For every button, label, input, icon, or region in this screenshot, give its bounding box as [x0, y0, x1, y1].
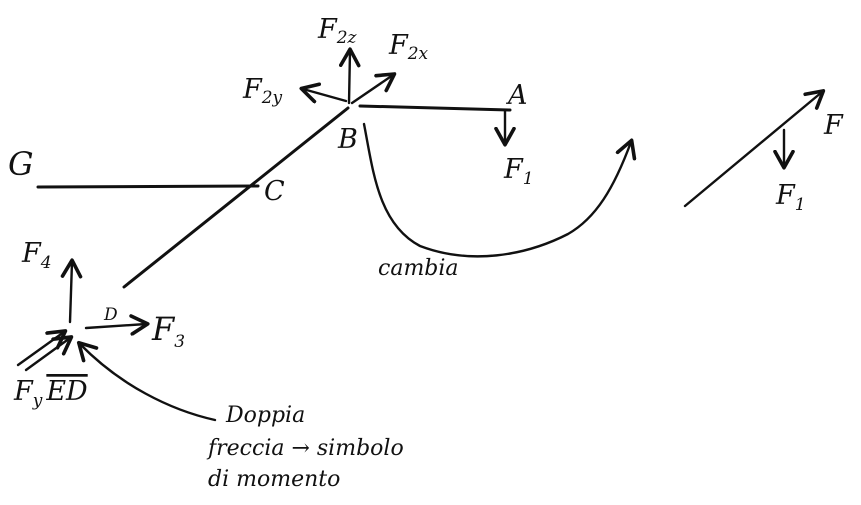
arrow-f-right — [683, 89, 826, 208]
label-f1-a: F1 — [503, 154, 534, 189]
note-line-1: Doppia — [225, 403, 305, 428]
label-f3: F3 — [151, 310, 185, 352]
arrow-fy-ed-2 — [24, 335, 74, 372]
label-f4: F4 — [21, 238, 52, 273]
note-arrow — [76, 340, 217, 422]
cambia-arrow — [362, 122, 637, 258]
label-g: G — [8, 145, 34, 183]
label-cambia: cambia — [378, 256, 459, 281]
arrow-f4 — [60, 258, 83, 324]
label-fy-ed: Fy ED — [13, 376, 88, 411]
label-f2y: F2y — [242, 74, 283, 108]
label-d: D — [103, 305, 118, 325]
arrow-f2z — [338, 47, 361, 105]
note-line-2: freccia → simbolo — [206, 436, 404, 461]
label-b: B — [337, 124, 358, 155]
label-f2x: F2x — [388, 30, 429, 64]
beam-diagonal — [122, 106, 350, 289]
beam-gc — [36, 184, 260, 189]
arrow-f3 — [84, 314, 150, 336]
label-c: C — [264, 176, 285, 207]
note-line-3: di momento — [208, 467, 340, 492]
label-a: A — [505, 80, 528, 111]
label-f2z: F2z — [317, 14, 358, 48]
arrow-f2x — [350, 72, 397, 105]
beam-ba — [358, 104, 512, 112]
label-f1-right: F1 — [775, 180, 806, 215]
arrow-f2y — [299, 82, 348, 104]
label-f-right: F — [823, 110, 844, 141]
